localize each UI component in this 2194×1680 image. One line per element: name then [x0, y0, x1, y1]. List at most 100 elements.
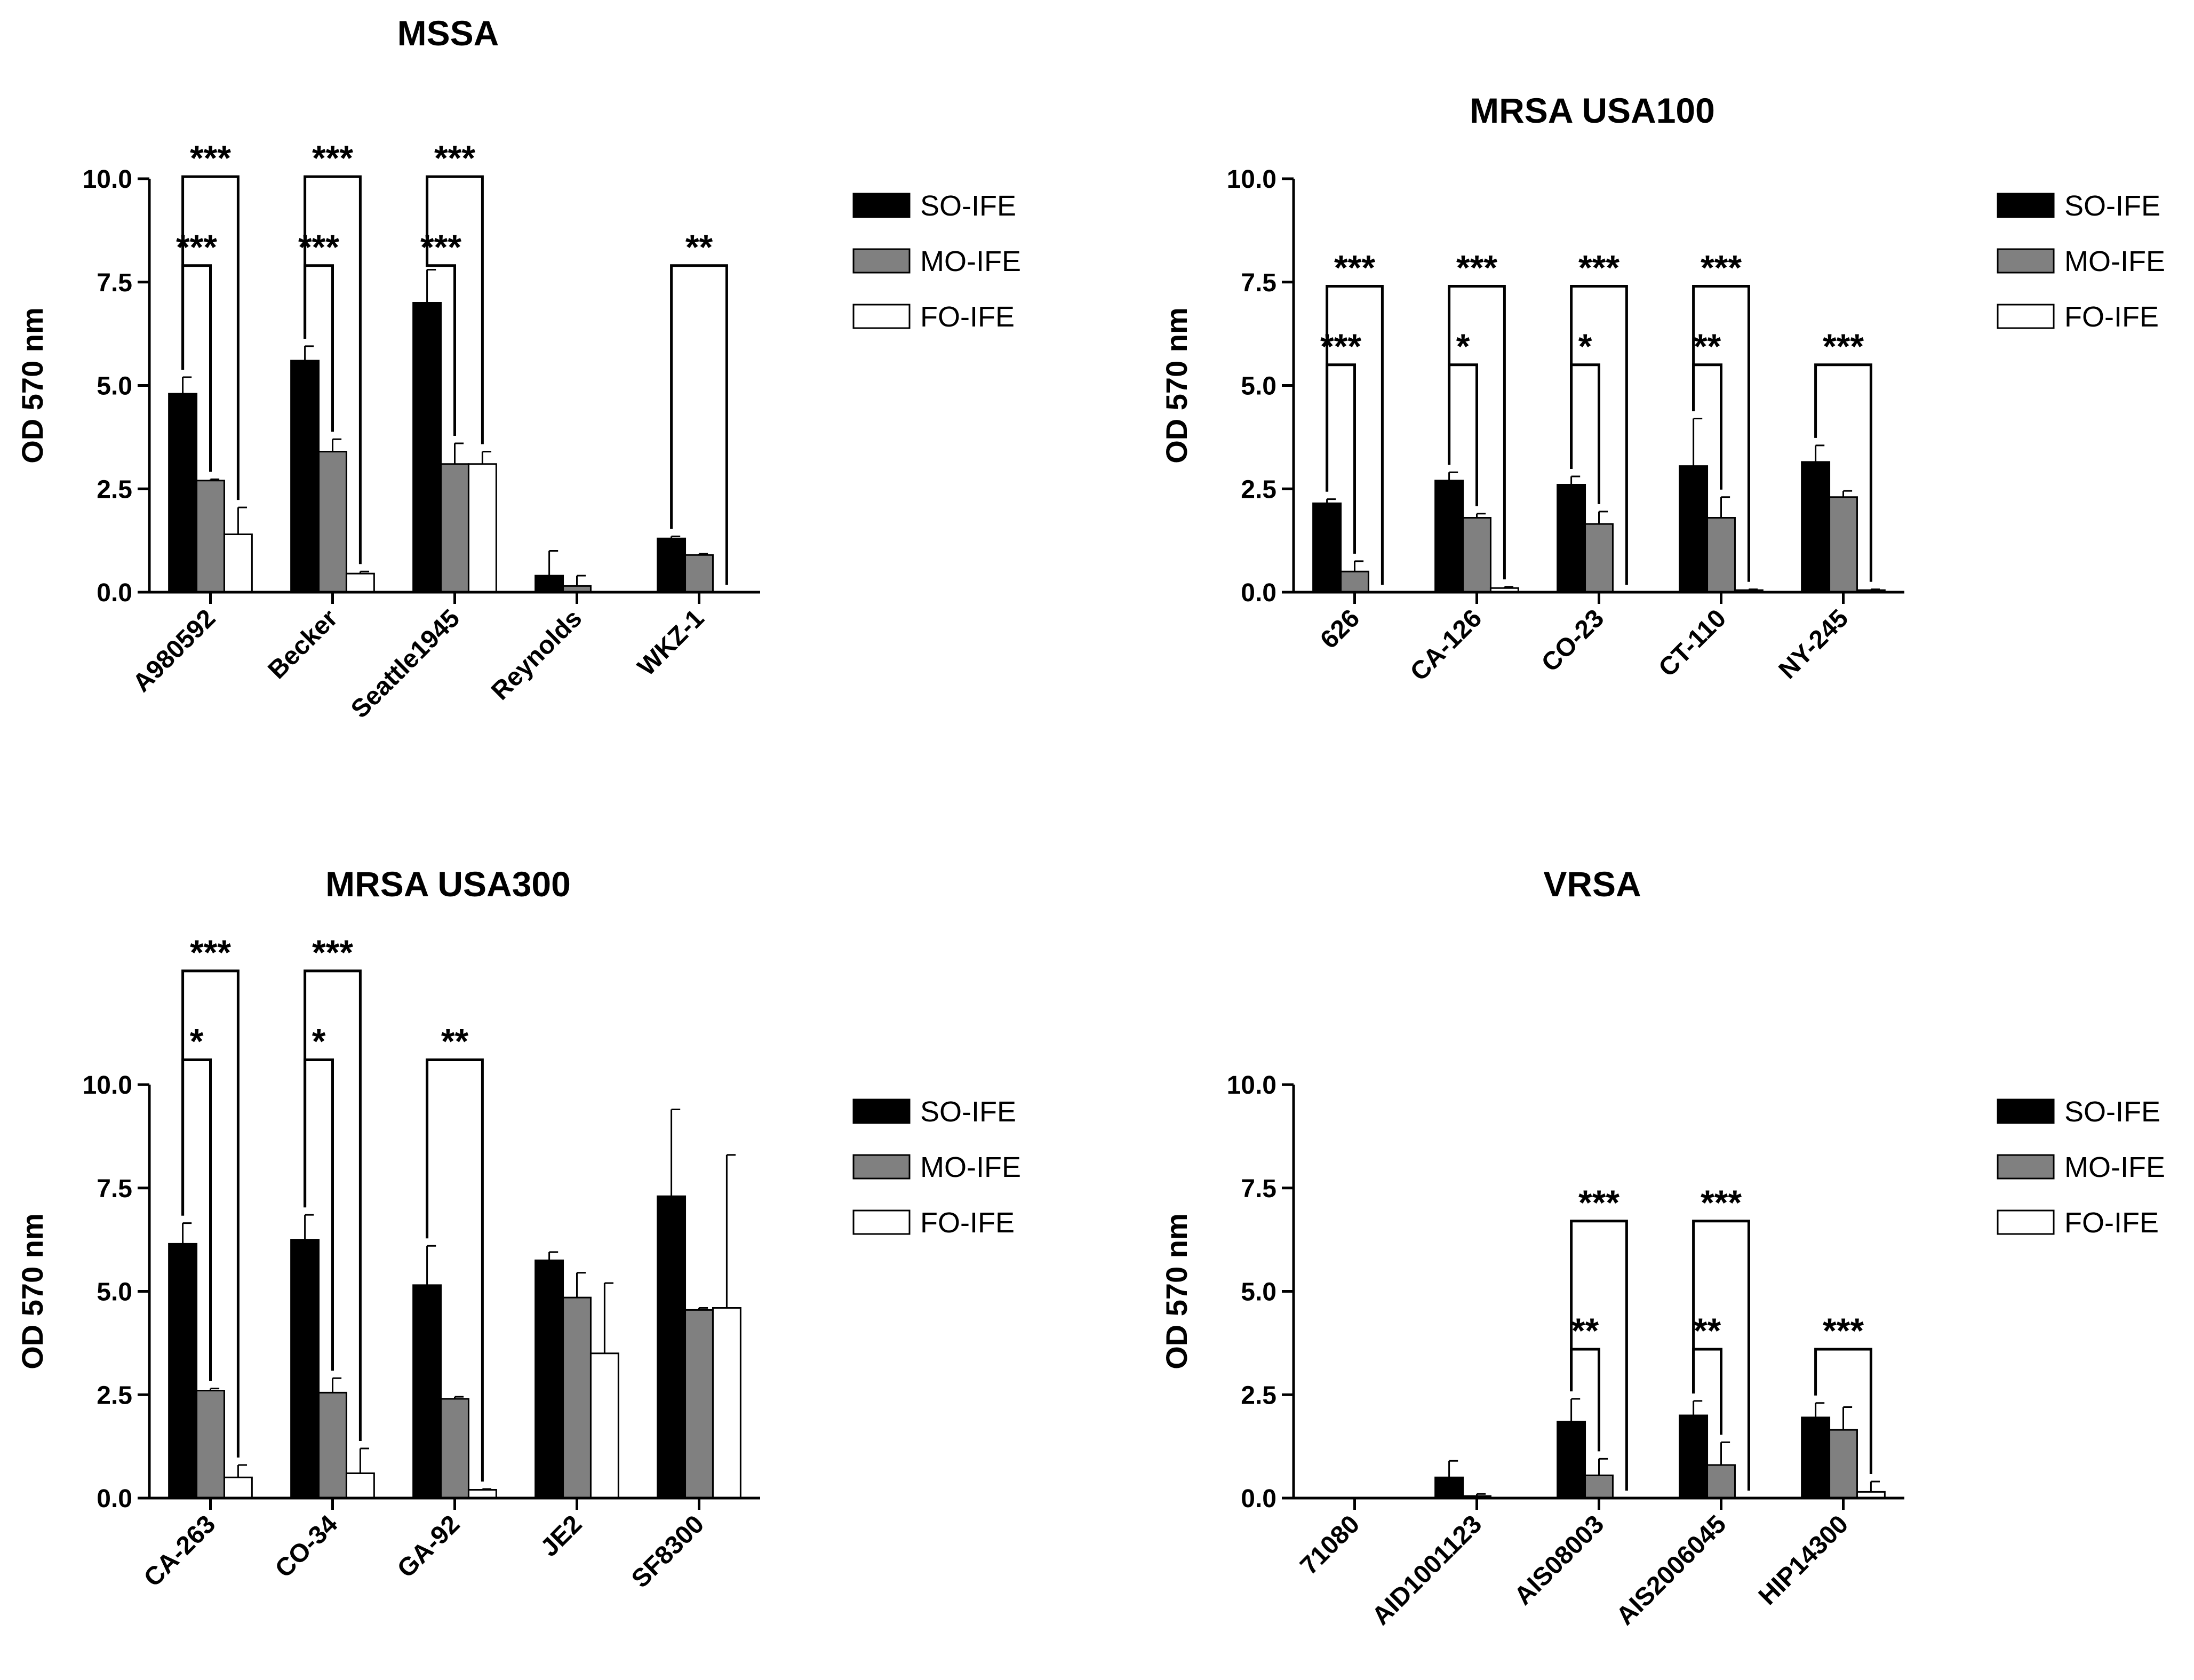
legend-swatch-so-ife — [852, 193, 911, 218]
significance-bracket — [426, 175, 484, 444]
significance-label: * — [312, 1022, 326, 1061]
significance-label: *** — [1578, 248, 1619, 288]
significance-label: ** — [1694, 1311, 1721, 1350]
significance-bracket — [1814, 363, 1872, 582]
significance-label: *** — [190, 138, 231, 178]
x-tick-label: 71080 — [1295, 1510, 1365, 1580]
y-tick-label: 10.0 — [83, 165, 132, 194]
bar-mo-ife-hip14300 — [1829, 1429, 1858, 1499]
x-tick-label: Reynolds — [486, 604, 587, 705]
significance-label: *** — [434, 138, 475, 178]
x-tick-label: JE2 — [535, 1510, 587, 1562]
significance-bracket — [181, 1058, 212, 1381]
legend-label-fo-ife: FO-IFE — [920, 1207, 1015, 1239]
y-tick-label: 10.0 — [83, 1071, 132, 1100]
bar-so-ife-reynolds — [534, 575, 564, 593]
significance-bracket — [1570, 1348, 1600, 1452]
significance-label: *** — [1578, 1183, 1619, 1222]
bar-mo-ife-ct-110 — [1706, 517, 1736, 593]
bar-so-ife-ny-245 — [1801, 461, 1831, 593]
significance-bracket — [1326, 363, 1356, 554]
legend-label-so-ife: SO-IFE — [920, 1096, 1016, 1128]
chart-title: MSSA — [397, 13, 499, 53]
significance-bracket — [304, 175, 362, 564]
x-tick-label: AIS08003 — [1509, 1510, 1609, 1610]
legend-label-so-ife: SO-IFE — [2064, 1096, 2160, 1128]
bar-so-ife-hip14300 — [1801, 1416, 1831, 1499]
y-tick-label: 7.5 — [1241, 1175, 1276, 1203]
bar-fo-ife-seattle1945 — [467, 463, 497, 593]
y-axis-label: OD 570 nm — [1160, 1213, 1193, 1370]
x-tick-label: CO-23 — [1536, 604, 1609, 677]
legend-label-so-ife: SO-IFE — [2064, 190, 2160, 222]
bar-so-ife-seattle1945 — [412, 302, 442, 593]
bar-mo-ife-626 — [1340, 570, 1369, 593]
legend-label-mo-ife: MO-IFE — [920, 1151, 1021, 1183]
bar-mo-ife-ga-92 — [440, 1398, 469, 1499]
legend-swatch-mo-ife — [852, 1154, 911, 1180]
significance-label: * — [1578, 327, 1592, 366]
bar-so-ife-wkz-1 — [657, 537, 687, 593]
y-tick-label: 0.0 — [1241, 1485, 1276, 1513]
significance-bracket — [1692, 363, 1722, 490]
bar-so-ife-co-23 — [1557, 484, 1586, 593]
bar-mo-ife-ais2006045 — [1706, 1464, 1736, 1499]
bar-so-ife-sf8300 — [657, 1195, 687, 1499]
x-tick-label: A980592 — [127, 604, 221, 697]
bar-so-ife-ais08003 — [1557, 1421, 1586, 1499]
x-tick-label: SF8300 — [626, 1510, 709, 1593]
legend-label-fo-ife: FO-IFE — [2064, 1207, 2159, 1239]
bar-fo-ife-co-34 — [345, 1472, 375, 1499]
x-tick-label: NY-245 — [1774, 604, 1854, 684]
bar-so-ife-ga-92 — [412, 1284, 442, 1499]
x-tick-label: 626 — [1315, 604, 1365, 654]
significance-bracket — [426, 262, 456, 436]
y-tick-label: 10.0 — [1227, 1071, 1276, 1100]
bar-mo-ife-seattle1945 — [440, 463, 469, 593]
bar-mo-ife-ca-126 — [1462, 517, 1491, 593]
bar-mo-ife-wkz-1 — [684, 554, 714, 593]
y-tick-label: 10.0 — [1227, 165, 1276, 194]
significance-bracket — [181, 264, 212, 472]
bar-so-ife-becker — [290, 360, 320, 593]
legend-swatch-so-ife — [1997, 193, 2055, 218]
x-tick-label: AID1001123 — [1367, 1510, 1487, 1630]
bar-so-ife-ct-110 — [1679, 465, 1709, 593]
significance-label: * — [190, 1022, 204, 1061]
significance-label: *** — [1823, 1311, 1864, 1350]
bar-so-ife-je2 — [534, 1259, 564, 1499]
y-tick-label: 2.5 — [97, 1381, 132, 1410]
x-tick-label: Becker — [263, 604, 344, 684]
significance-bracket — [304, 264, 334, 432]
bar-fo-ife-becker — [345, 572, 375, 593]
x-tick-label: HIP14300 — [1753, 1510, 1854, 1610]
bar-mo-ife-je2 — [562, 1296, 592, 1499]
y-tick-label: 7.5 — [97, 1175, 132, 1203]
significance-label: *** — [312, 933, 353, 972]
panel-1: MRSA USA100 OD 570 nm 0.0 2.5 5.0 7.5 10.0 626 C… — [1160, 91, 2165, 687]
significance-bracket — [1570, 1220, 1628, 1491]
significance-bracket — [1692, 285, 1750, 582]
significance-label: *** — [312, 138, 353, 178]
significance-label: *** — [420, 227, 461, 267]
x-tick-label: GA-92 — [392, 1510, 465, 1583]
significance-label: ** — [441, 1022, 469, 1061]
significance-label: *** — [1701, 1183, 1742, 1222]
panel-0: MSSA OD 570 nm 0.0 2.5 5.0 7.5 10.0 A980592 Beck… — [15, 13, 1021, 724]
bar-mo-ife-becker — [318, 451, 347, 593]
significance-bracket — [426, 1058, 484, 1482]
bar-mo-ife-co-23 — [1584, 523, 1614, 593]
legend-label-mo-ife: MO-IFE — [2064, 1151, 2165, 1183]
legend-swatch-mo-ife — [1997, 1154, 2055, 1180]
significance-label: *** — [1456, 248, 1497, 288]
significance-label: *** — [1701, 248, 1742, 288]
x-tick-label: WKZ-1 — [632, 604, 709, 681]
significance-bracket — [1570, 363, 1600, 504]
chart-title: VRSA — [1543, 864, 1641, 904]
legend-swatch-fo-ife — [852, 1209, 911, 1235]
bar-mo-ife-ca-263 — [196, 1390, 225, 1499]
legend-swatch-fo-ife — [1997, 304, 2055, 329]
significance-label: *** — [1823, 327, 1864, 366]
x-tick-label: AIS2006045 — [1611, 1510, 1732, 1630]
